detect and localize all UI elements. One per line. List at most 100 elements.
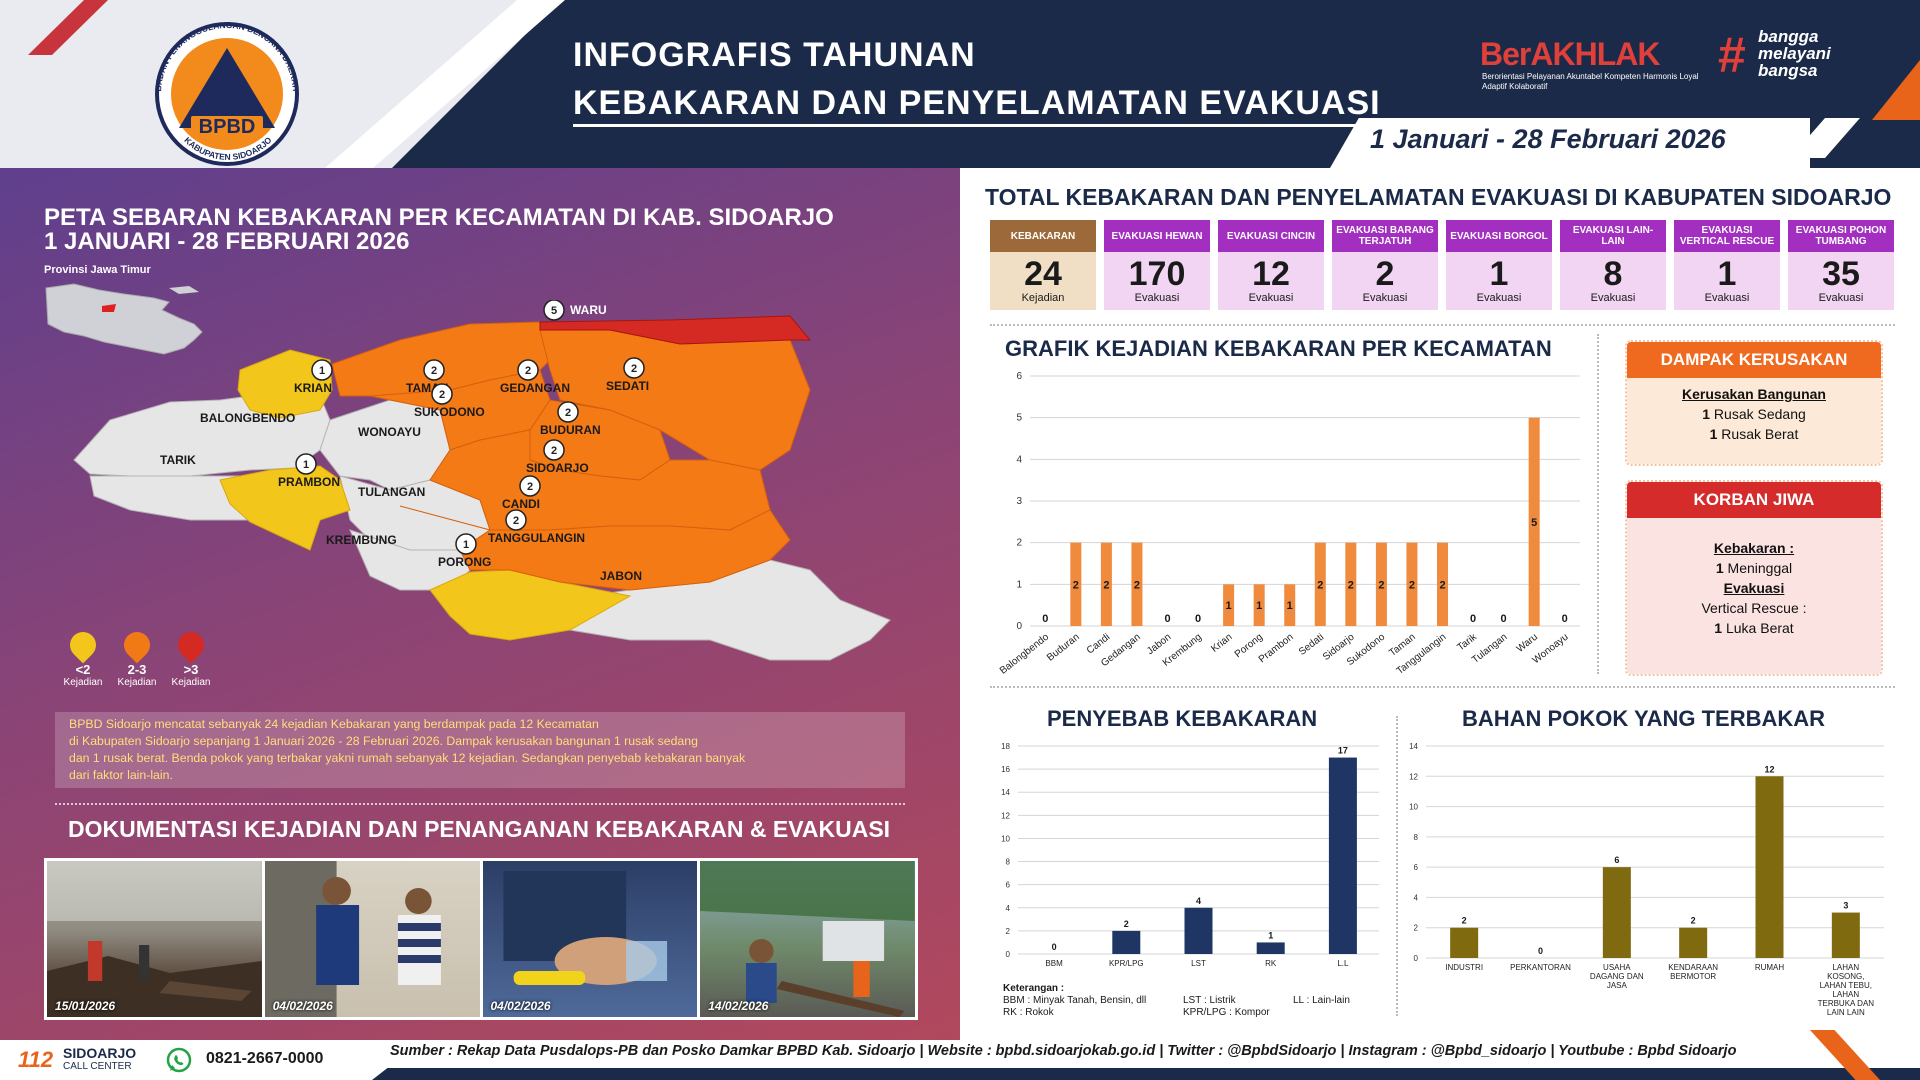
keterangan-desc: : Rokok [1019,1007,1054,1018]
keterangan-row: RK : Rokok KPR/LPG : Kompor [1003,1007,1383,1019]
y-tick-label: 4 [1016,454,1022,465]
ring-rescue-image [502,871,667,985]
dampak-line: 1 Rusak Sedang [1627,404,1881,424]
fallen-tree-image [700,861,915,1017]
data-label: 0 [1164,613,1170,625]
rescue-team-image [264,861,441,1017]
data-label: 2 [1073,579,1079,591]
period-text: 1 Januari - 28 Februari 2026 [1370,124,1726,154]
bar [1375,542,1387,626]
map-legend: <2 Kejadian 2-3 Kejadian >3 Kejadian [58,626,218,692]
data-label: 1 [1287,600,1293,612]
map-title: 1 JANUARI - 28 FEBRUARI 2026 [44,228,410,255]
district-count: 2 [527,481,533,493]
bar [1602,867,1631,958]
x-tick-label: LST [1191,959,1206,966]
photo-date: 14/02/2026 [708,999,769,1013]
district-marker-icon [517,359,539,381]
stat-card: EVAKUASI CINCIN 12 Evakuasi [1218,220,1324,310]
district-count: 2 [565,407,571,419]
stat-label: EVAKUASI POHON TUMBANG [1788,220,1894,252]
stat-card: EVAKUASI LAIN-LAIN 8 Evakuasi [1560,220,1666,310]
x-tick-label: Waru [1515,632,1540,655]
x-tick-label: KPR/LPG [1109,959,1144,966]
stat-card: KEBAKARAN 24 Kejadian [990,220,1096,310]
y-tick-label: 2 [1016,538,1022,549]
penyebab-title: PENYEBAB KEBAKARAN [1047,706,1318,731]
data-label: 0 [1042,613,1048,625]
district-name: SUKODONO [414,405,485,419]
fire-scene-image [47,861,262,1017]
header-title: KEBAKARAN DAN PENYELAMATAN EVAKUASI [573,84,1381,122]
stat-card: EVAKUASI BORGOL 1 Evakuasi [1446,220,1552,310]
stat-body: 1 Evakuasi [1446,252,1552,310]
x-tick-label: Krian [1209,632,1234,655]
y-tick-label: 0 [1016,621,1022,632]
district-count: 2 [551,445,557,457]
bar [1345,542,1357,626]
bar [1450,927,1479,958]
legend-unit: Kejadian [63,677,103,688]
keterangan-code: LL [1293,995,1304,1006]
legend-item: >3 Kejadian [166,626,216,688]
stat-value: 35 [1822,255,1860,293]
separator [55,803,905,805]
y-tick-label: 3 [1016,496,1022,507]
stat-unit: Evakuasi [1362,292,1408,304]
district-name: PORONG [438,555,491,569]
dampak-text: Rusak Berat [1717,426,1799,442]
y-tick-label: 1 [1016,579,1022,590]
call-center-number: 112 [18,1047,54,1072]
x-tick-label: JASA [1607,981,1628,990]
photo: 14/02/2026 [700,861,915,1017]
photo: 04/02/2026 [264,861,480,1017]
keterangan-item: LST : Listrik [1183,995,1293,1007]
district-name: CANDI [502,497,540,511]
data-label: 5 [1531,517,1537,529]
bar [1284,584,1296,626]
whatsapp-icon [166,1047,192,1073]
stat-body: 2 Evakuasi [1332,252,1438,310]
description-line: dari faktor lain-lain. [69,768,173,782]
korban-line: 1 Luka Berat [1627,618,1881,638]
y-tick-label: 4 [1006,904,1011,913]
data-label: 6 [1614,855,1619,865]
x-tick-label: LAHAN TEBU, [1820,981,1872,990]
bangga-line: bangga [1758,27,1819,46]
legend-label: 2-3 [127,662,147,677]
keterangan-code: BBM [1003,995,1025,1006]
bar [1184,907,1213,954]
bahan-title: BAHAN POKOK YANG TERBAKAR [1462,706,1826,731]
stat-body: 35 Evakuasi [1788,252,1894,310]
district-marker-icon [455,533,477,555]
district-name: WONOAYU [358,425,421,439]
district-marker-icon [505,509,527,531]
district-name: GEDANGAN [500,381,570,395]
legend-marker-icon [64,626,102,664]
map-labels: 5 WARU2TAMAN2SEDATI2GEDANGAN2SUKODONO1KRI… [160,300,649,583]
data-label: 2 [1409,579,1415,591]
data-label: 1 [1256,600,1262,612]
district-marker-icon [543,439,565,461]
photo: 04/02/2026 [482,861,698,1017]
whatsapp-number: 0821-2667-0000 [206,1050,324,1067]
stat-value: 24 [1024,255,1062,293]
data-label: 2 [1134,579,1140,591]
district-name: JABON [600,569,642,583]
separator [990,324,1895,326]
district-marker-icon [557,401,579,423]
x-tick-label: DAGANG DAN [1590,972,1644,981]
bar [1253,584,1265,626]
call-center-name: SIDOARJO [63,1045,137,1061]
province-label: Provinsi Jawa Timur [44,264,151,276]
header-title: INFOGRAFIS TAHUNAN [573,36,976,74]
district-name: TARIK [160,453,196,467]
data-label: 1 [1268,930,1273,940]
svg-text:#: # [1718,27,1746,83]
keterangan-item: KPR/LPG : Kompor [1183,1007,1293,1019]
keterangan-desc: : Minyak Tanah, Bensin, dll [1027,995,1147,1006]
dampak-text: Rusak Sedang [1710,406,1806,422]
bar [1131,542,1143,626]
bangga-line: bangsa [1758,61,1818,80]
korban-title: KORBAN JIWA [1627,482,1881,518]
